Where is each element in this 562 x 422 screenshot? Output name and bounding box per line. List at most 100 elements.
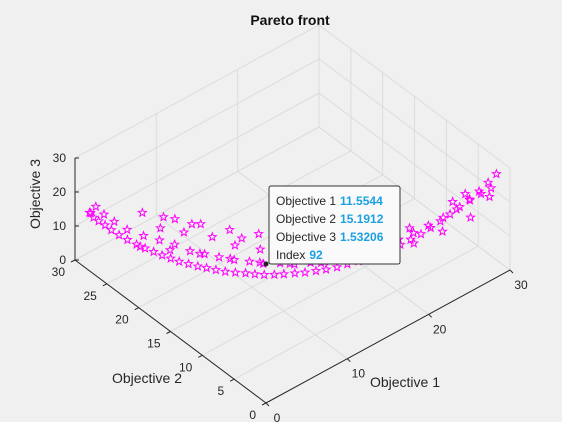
y-tick-mark: [70, 259, 76, 263]
data-point[interactable]: [475, 188, 487, 199]
data-tip-label: Objective 1: [276, 194, 336, 208]
data-points[interactable]: [84, 168, 502, 280]
y-tick-label: 10: [179, 360, 193, 374]
data-point[interactable]: [113, 229, 125, 240]
data-point[interactable]: [219, 266, 231, 277]
chart-title: Pareto front: [250, 12, 330, 28]
data-point[interactable]: [173, 255, 185, 267]
data-point[interactable]: [169, 213, 181, 224]
data-point[interactable]: [254, 243, 266, 254]
data-point[interactable]: [192, 260, 204, 271]
data-point[interactable]: [482, 176, 494, 188]
data-point[interactable]: [253, 228, 265, 239]
data-point[interactable]: [99, 219, 111, 230]
data-point[interactable]: [106, 224, 117, 235]
data-point[interactable]: [310, 265, 322, 276]
data-point[interactable]: [464, 193, 475, 204]
data-point[interactable]: [473, 185, 485, 196]
data-point[interactable]: [195, 218, 207, 229]
data-point[interactable]: [184, 245, 196, 256]
z-axis-label: Objective 3: [27, 159, 43, 229]
data-point[interactable]: [178, 226, 190, 237]
data-point[interactable]: [224, 224, 236, 235]
x-tick-label: 30: [514, 278, 528, 292]
data-point[interactable]: [164, 244, 176, 255]
side-wall-grid-line-z: [318, 58, 511, 203]
data-point[interactable]: [213, 251, 225, 262]
data-point[interactable]: [485, 182, 497, 193]
data-point[interactable]: [415, 228, 427, 239]
data-point[interactable]: [447, 196, 458, 207]
floor-grid-line-y: [106, 150, 352, 285]
data-point[interactable]: [491, 168, 502, 179]
data-point[interactable]: [88, 211, 100, 223]
data-point[interactable]: [155, 222, 166, 233]
data-point[interactable]: [85, 207, 97, 218]
data-point[interactable]: [148, 246, 159, 257]
data-point[interactable]: [484, 191, 495, 202]
data-point[interactable]: [236, 232, 248, 243]
data-point[interactable]: [289, 267, 301, 278]
data-point[interactable]: [299, 266, 311, 278]
y-tick-label: 20: [115, 313, 129, 327]
data-point[interactable]: [122, 234, 133, 245]
data-point[interactable]: [408, 227, 419, 238]
data-point[interactable]: [465, 211, 476, 223]
data-point[interactable]: [210, 264, 222, 275]
data-point[interactable]: [404, 222, 415, 233]
data-point[interactable]: [98, 208, 110, 219]
data-point[interactable]: [165, 252, 177, 264]
data-point[interactable]: [158, 211, 169, 222]
data-point[interactable]: [156, 249, 168, 260]
data-point[interactable]: [320, 263, 332, 274]
data-tip-value: 1.53206: [340, 230, 384, 244]
data-point[interactable]: [444, 208, 456, 219]
data-point[interactable]: [206, 231, 218, 242]
data-point[interactable]: [154, 234, 165, 245]
data-point[interactable]: [437, 212, 449, 223]
data-point[interactable]: [201, 262, 212, 273]
y-tick-mark: [102, 283, 108, 287]
data-point[interactable]: [93, 215, 105, 226]
data-point[interactable]: [244, 255, 255, 267]
x-axis-label: Objective 1: [370, 374, 440, 390]
x-tick-mark: [265, 402, 270, 407]
y-axis-label: Objective 2: [112, 370, 182, 386]
data-point[interactable]: [136, 207, 148, 218]
data-point[interactable]: [138, 230, 149, 241]
data-point[interactable]: [437, 225, 448, 237]
data-point[interactable]: [134, 241, 146, 252]
data-point[interactable]: [240, 267, 251, 278]
data-point[interactable]: [451, 203, 462, 214]
data-point[interactable]: [278, 268, 290, 279]
data-tip[interactable]: Objective 1 11.5544 Objective 2 15.1912 Obje…: [263, 185, 401, 267]
data-point[interactable]: [249, 268, 261, 279]
y-tick-label: 30: [52, 265, 66, 279]
data-point[interactable]: [425, 222, 436, 233]
data-point[interactable]: [464, 194, 476, 205]
data-point[interactable]: [269, 269, 280, 280]
data-point[interactable]: [258, 269, 270, 280]
data-point[interactable]: [224, 253, 236, 264]
y-tick-mark: [166, 331, 171, 334]
back-wall-grid-line-z: [74, 24, 320, 159]
data-point[interactable]: [121, 224, 133, 235]
data-point[interactable]: [229, 239, 241, 250]
data-point[interactable]: [194, 248, 206, 259]
back-wall-grid-line-z: [74, 92, 320, 227]
data-point[interactable]: [254, 256, 266, 268]
data-point[interactable]: [459, 188, 471, 199]
data-point[interactable]: [169, 238, 180, 250]
data-point[interactable]: [408, 237, 420, 248]
data-point[interactable]: [186, 218, 198, 229]
data-point[interactable]: [230, 266, 241, 278]
data-point[interactable]: [183, 258, 194, 269]
y-tick-mark: [198, 354, 203, 358]
data-point[interactable]: [422, 219, 434, 231]
x-tick-label: 10: [352, 367, 366, 381]
data-point[interactable]: [331, 261, 343, 272]
data-point[interactable]: [108, 216, 120, 227]
data-point[interactable]: [228, 254, 240, 265]
data-point[interactable]: [90, 201, 102, 212]
